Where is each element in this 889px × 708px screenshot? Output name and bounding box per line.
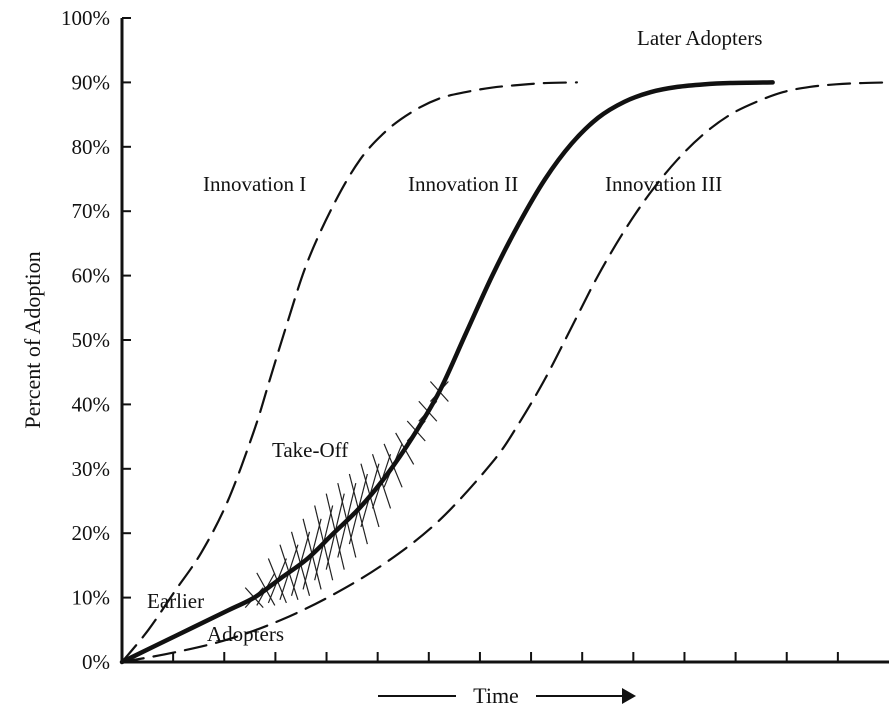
x-axis-title: Time [473, 683, 519, 708]
y-ticks: 0% 10% 20% 30% 40% 50% 60% 70% 80% 90% 100% [61, 6, 131, 674]
x-axis-arrow-head [622, 688, 636, 704]
series-line-innovation-iii [120, 81, 889, 664]
take-off-hatch [244, 381, 449, 609]
label-innovation-iii: Innovation III [605, 172, 722, 196]
y-tick-label: 0% [82, 650, 110, 674]
label-earlier: Earlier [147, 589, 204, 613]
y-tick-label: 30% [72, 457, 111, 481]
series-line-innovation-i [120, 81, 579, 664]
series-layer [119, 80, 889, 665]
y-axis-title: Percent of Adoption [20, 251, 45, 428]
y-tick-label: 60% [72, 264, 111, 288]
label-adopters: Adopters [207, 622, 284, 646]
y-tick-label: 80% [72, 135, 111, 159]
label-innovation-ii: Innovation II [408, 172, 518, 196]
y-tick-label: 20% [72, 521, 111, 545]
y-axis: 0% 10% 20% 30% 40% 50% 60% 70% 80% 90% 100% [61, 6, 131, 674]
series-line-innovation-ii [119, 80, 775, 665]
x-axis-title-group: Time [378, 683, 636, 708]
y-tick-label: 10% [72, 586, 111, 610]
y-tick-label: 70% [72, 199, 111, 223]
label-innovation-i: Innovation I [203, 172, 306, 196]
label-later-adopters: Later Adopters [637, 26, 762, 50]
y-tick-label: 90% [72, 70, 111, 94]
y-tick-label: 50% [72, 328, 111, 352]
label-take-off: Take-Off [272, 438, 348, 462]
y-tick-label: 100% [61, 6, 110, 30]
x-axis [122, 652, 889, 664]
y-tick-label: 40% [72, 392, 111, 416]
